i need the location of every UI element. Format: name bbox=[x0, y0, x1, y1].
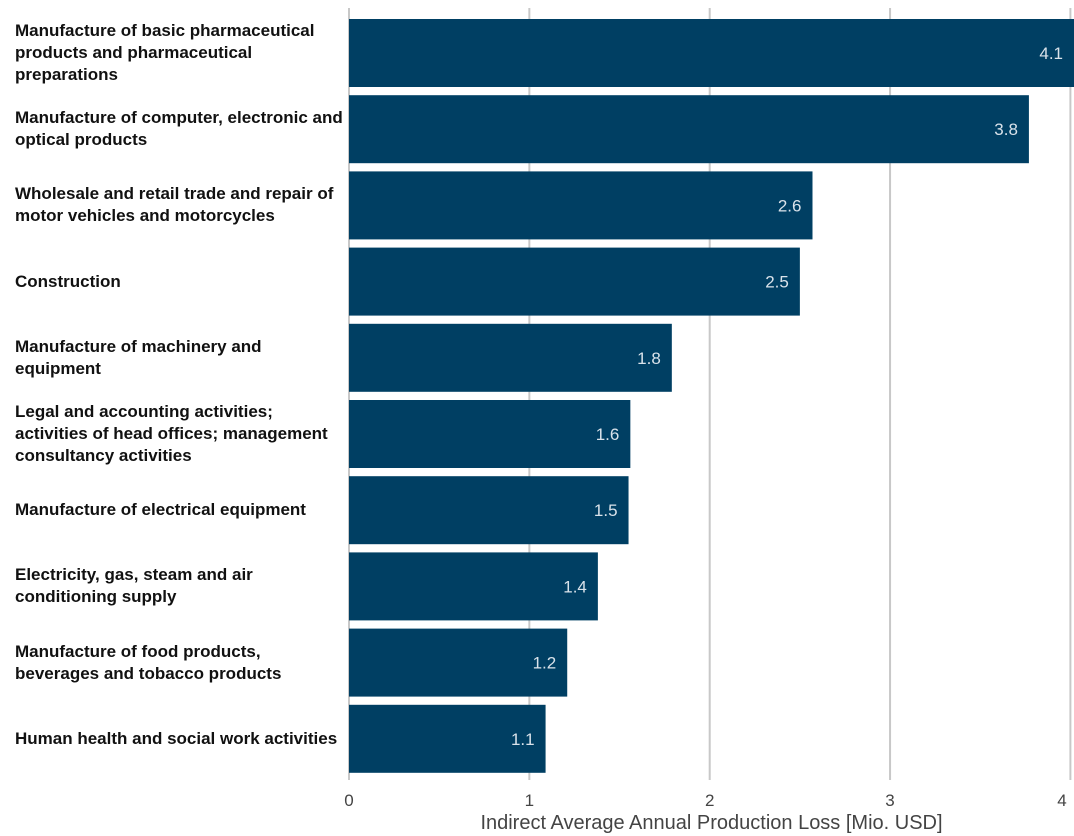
category-label: Manufacture of basic pharmaceutical prod… bbox=[15, 21, 315, 84]
bar-value-label: 1.2 bbox=[533, 654, 557, 673]
bar-value-label: 1.1 bbox=[511, 730, 535, 749]
bar bbox=[349, 628, 568, 697]
bars bbox=[349, 19, 1074, 773]
bar bbox=[349, 95, 1029, 164]
x-tick-label: 0 bbox=[344, 791, 354, 810]
bar-value-label: 2.6 bbox=[778, 196, 802, 215]
category-label: Wholesale and retail trade and repair of… bbox=[15, 184, 334, 226]
category-label: Manufacture of food products, beverages … bbox=[15, 641, 282, 683]
bar-value-label: 1.4 bbox=[563, 577, 587, 596]
category-label: Manufacture of electrical equipment bbox=[15, 500, 306, 520]
bar bbox=[349, 704, 546, 773]
x-tick-label: 4 bbox=[1057, 791, 1067, 810]
bar bbox=[349, 323, 672, 392]
bar-value-label: 1.5 bbox=[594, 501, 618, 520]
bar bbox=[349, 400, 631, 468]
category-label: Electricity, gas, steam and air conditio… bbox=[15, 565, 253, 607]
bar bbox=[349, 552, 598, 621]
bar bbox=[349, 247, 800, 316]
x-tick-label: 1 bbox=[524, 791, 535, 810]
bar bbox=[349, 476, 629, 545]
x-tick-label: 3 bbox=[885, 791, 895, 810]
category-label: Manufacture of machinery and equipment bbox=[15, 336, 262, 378]
bar bbox=[349, 171, 813, 240]
x-tick-label: 2 bbox=[704, 791, 715, 810]
bar-value-label: 2.5 bbox=[765, 273, 789, 292]
bar-value-label: 1.6 bbox=[596, 425, 620, 444]
category-label: Human health and social work activities bbox=[15, 728, 338, 748]
bar-value-label: 3.8 bbox=[994, 120, 1018, 139]
x-axis-title: Indirect Average Annual Production Loss … bbox=[480, 812, 943, 834]
category-label: Legal and accounting activities; activit… bbox=[15, 402, 328, 465]
category-label: Manufacture of computer, electronic and … bbox=[15, 108, 343, 150]
bar-value-label: 4.1 bbox=[1039, 44, 1063, 63]
bar-value-label: 1.8 bbox=[637, 349, 661, 368]
bar bbox=[349, 19, 1074, 87]
category-label: Construction bbox=[15, 271, 121, 291]
data-labels: 4.1 3.8 2.6 2.5 1.8 1.6 1.5 1.4 1.2 1.1 bbox=[511, 44, 1063, 749]
